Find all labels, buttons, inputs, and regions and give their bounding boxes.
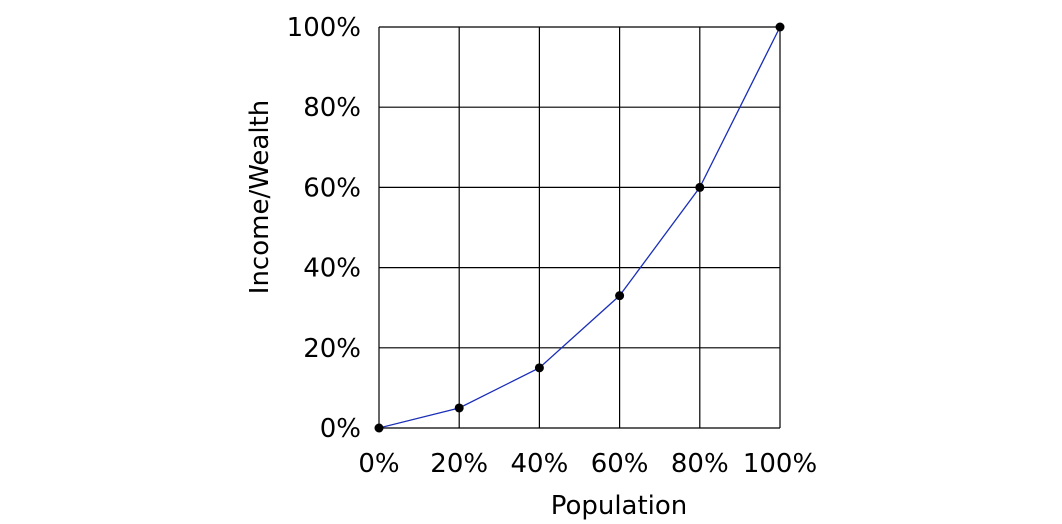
data-point [374, 423, 384, 433]
x-tick-label: 60% [591, 449, 649, 479]
series-line [378, 26, 781, 429]
y-tick-label: 80% [303, 93, 361, 123]
series-layer [374, 22, 785, 433]
x-axis-title: Population [551, 491, 688, 521]
y-tick-label: 0% [320, 414, 361, 444]
tick-labels: 0% 20% 40% 60% 80% 100% 0% 20% 40% 60% 80% 100% [287, 13, 818, 479]
y-axis-title: Income/Wealth [245, 100, 275, 294]
data-point [615, 291, 625, 301]
data-point [454, 403, 464, 413]
x-tick-label: 40% [511, 449, 569, 479]
x-tick-label: 0% [358, 449, 399, 479]
y-tick-label: 100% [287, 13, 361, 43]
grid [378, 26, 781, 429]
x-tick-label: 100% [743, 449, 817, 479]
x-tick-label: 20% [430, 449, 488, 479]
data-point [695, 182, 705, 192]
y-tick-label: 40% [303, 254, 361, 284]
y-tick-label: 60% [303, 173, 361, 203]
data-point [534, 363, 544, 373]
data-point [775, 22, 785, 32]
x-tick-label: 80% [671, 449, 729, 479]
y-tick-label: 20% [303, 334, 361, 364]
